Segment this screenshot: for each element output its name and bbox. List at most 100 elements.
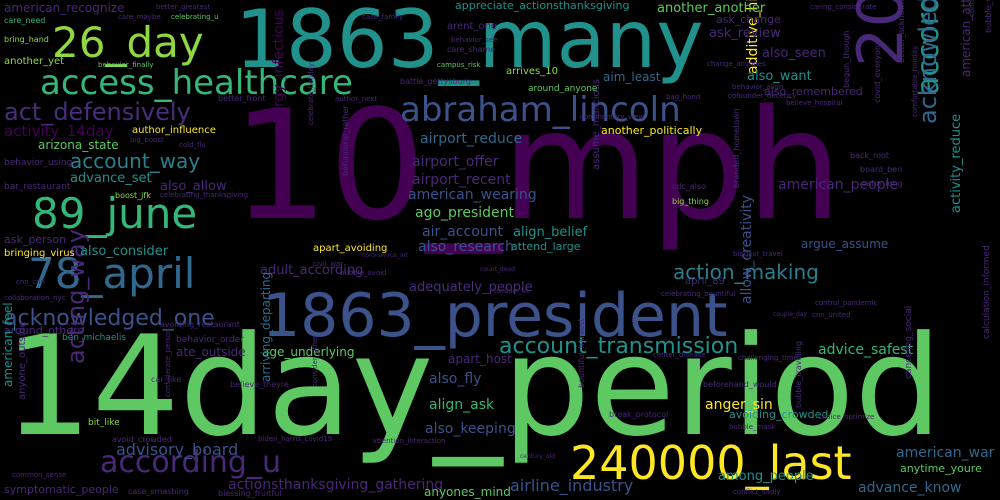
word: big_boost xyxy=(130,136,164,144)
word: civil_war xyxy=(313,260,344,268)
word: another_politically xyxy=(601,124,703,137)
word: 78_april xyxy=(28,249,196,298)
word: american_wearing xyxy=(408,187,537,203)
word: appreciate_actionsthanksgiving xyxy=(455,0,630,12)
word: behavioral_rather xyxy=(341,105,350,176)
word: also_seen xyxy=(762,46,826,61)
word: anyones_mind xyxy=(424,485,511,499)
word: cold_flu xyxy=(179,141,206,149)
word: attention_interaction xyxy=(372,437,446,445)
word: apart_avoiding xyxy=(313,243,388,254)
word: advisory_board xyxy=(116,440,239,459)
word: break_protocol xyxy=(609,410,669,419)
word: common_sense xyxy=(12,471,67,479)
word: century_old xyxy=(520,453,556,460)
word: 1863_many xyxy=(235,0,704,86)
word: believe_hospital xyxy=(786,99,843,107)
word: anyone_outside xyxy=(17,321,28,400)
word: better_acknowledge xyxy=(897,0,906,63)
word: align_ask xyxy=(429,397,495,413)
word: branded_hometown xyxy=(732,108,741,188)
word: care_maybe xyxy=(118,13,161,21)
word: case_smashing xyxy=(128,487,189,496)
word: account_way xyxy=(70,149,201,173)
word: car_like xyxy=(151,375,182,384)
word: bring_hand xyxy=(4,35,49,44)
word: attend_large xyxy=(511,240,581,253)
word: 14day_period xyxy=(4,306,943,467)
word: action_making xyxy=(673,260,819,284)
word: arent_one xyxy=(447,21,498,32)
word: airport_offer xyxy=(412,154,499,170)
word: age_underlying xyxy=(262,345,355,359)
word: connection_also xyxy=(968,0,976,17)
word: align_belief xyxy=(513,225,588,240)
word: boost_jfk xyxy=(115,191,151,200)
word: advice_safest xyxy=(818,342,914,358)
word: adult_according xyxy=(260,263,364,278)
word: american_war xyxy=(896,445,995,461)
word: big_thing xyxy=(672,197,709,206)
word: behavior_using xyxy=(4,158,73,168)
word: bag_hand xyxy=(666,93,701,101)
word: author_influence xyxy=(132,125,216,136)
word: behavior_order xyxy=(176,335,245,345)
word: argue_assume xyxy=(801,237,889,251)
word: beforehand_would xyxy=(703,380,777,389)
word: air_account xyxy=(422,224,503,240)
word: assume_malicious xyxy=(591,78,602,170)
word: acknowledged_one xyxy=(4,306,215,331)
word: symptomatic_people xyxy=(4,483,119,496)
word: control_pandemic xyxy=(815,299,878,307)
word: celebrating_bountiful xyxy=(661,290,736,298)
word: anytime_youre xyxy=(900,462,982,475)
word: advance_know xyxy=(858,480,962,496)
word: also_keeping xyxy=(425,421,516,437)
word: begun_though xyxy=(842,30,851,88)
word: cofounder_decency xyxy=(728,92,797,100)
word: avoid_crowded xyxy=(112,435,172,444)
word: abraham_lincoln xyxy=(400,90,681,130)
word: 1863_president xyxy=(262,281,728,351)
word: ate_outside xyxy=(176,345,246,359)
word: bubble_avoid xyxy=(340,269,387,277)
word: cnn_cnn xyxy=(16,278,45,286)
word: count_dead xyxy=(480,266,515,273)
word: cdc_also xyxy=(672,182,707,191)
word: bringing_virus xyxy=(4,248,75,259)
word: ask_change xyxy=(716,13,781,26)
word: among_people xyxy=(718,469,814,484)
word: act_defensively xyxy=(4,98,191,126)
word: airport_recent xyxy=(412,172,511,188)
word: coronavirus_lot xyxy=(362,252,408,259)
word: activity_reduce xyxy=(949,113,964,213)
word: choice_optimize xyxy=(818,413,875,421)
word: cnn_united xyxy=(812,311,851,319)
word: also_remembered xyxy=(764,85,863,98)
word: caring_considerate xyxy=(810,3,877,11)
word: believe_theyre xyxy=(230,380,289,389)
word: behavior_finally xyxy=(98,61,154,69)
word: arizona_state xyxy=(38,138,119,152)
word: biden_harris_covid19 xyxy=(258,435,333,443)
word: ago_president xyxy=(415,205,515,221)
word: adequately_people xyxy=(409,280,533,295)
word: bar_restaurant xyxy=(4,182,71,192)
word: bubble_virtually xyxy=(984,0,993,33)
word: airport_reduce xyxy=(420,131,523,147)
word: behavior_align xyxy=(732,83,784,91)
word: better_front xyxy=(218,94,266,103)
word: ask_person xyxy=(4,233,67,246)
word: back_root xyxy=(850,151,890,160)
word: better_greatest xyxy=(156,3,211,11)
word: access_healthcare xyxy=(40,63,353,103)
word: celebrating_thanksgiving xyxy=(160,191,249,199)
word: bubble_traveling xyxy=(794,340,803,408)
word: apart_host xyxy=(448,352,512,366)
word: case_family xyxy=(362,13,404,21)
word: allergy_infectious xyxy=(271,9,287,132)
word: celebrate_holiday xyxy=(307,62,315,125)
word: also_fly xyxy=(429,371,482,387)
word: aim_least xyxy=(603,70,661,84)
